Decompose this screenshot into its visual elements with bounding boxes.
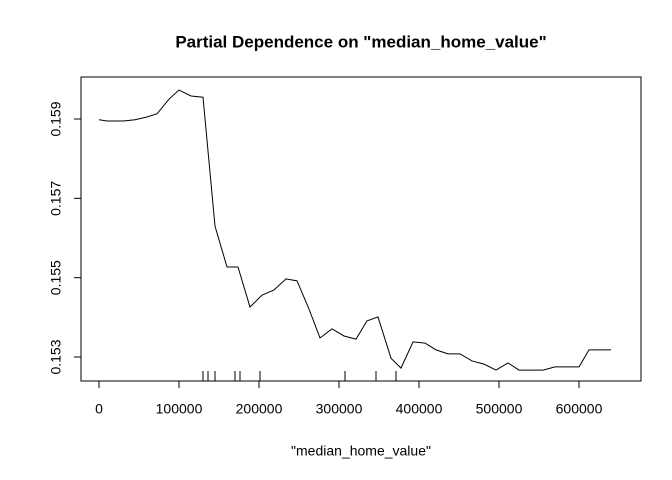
line [98,89,611,371]
y-tick-label: 0.153 [48,339,64,374]
x-tick-label: 0 [95,401,103,417]
x-tick-label: 600000 [556,401,603,417]
plot-frame [80,76,642,382]
chart-title: Partial Dependence on "median_home_value… [175,32,546,51]
x-axis-label: "median_home_value" [291,443,431,459]
x-tick-label: 100000 [156,401,203,417]
y-tick-label: 0.155 [48,260,64,295]
x-tick-label: 200000 [236,401,283,417]
x-tick-label: 300000 [316,401,363,417]
x-tick-label: 400000 [396,401,443,417]
x-tick-label: 500000 [476,401,523,417]
y-tick-label: 0.157 [48,181,64,216]
y-tick-label: 0.159 [48,101,64,136]
